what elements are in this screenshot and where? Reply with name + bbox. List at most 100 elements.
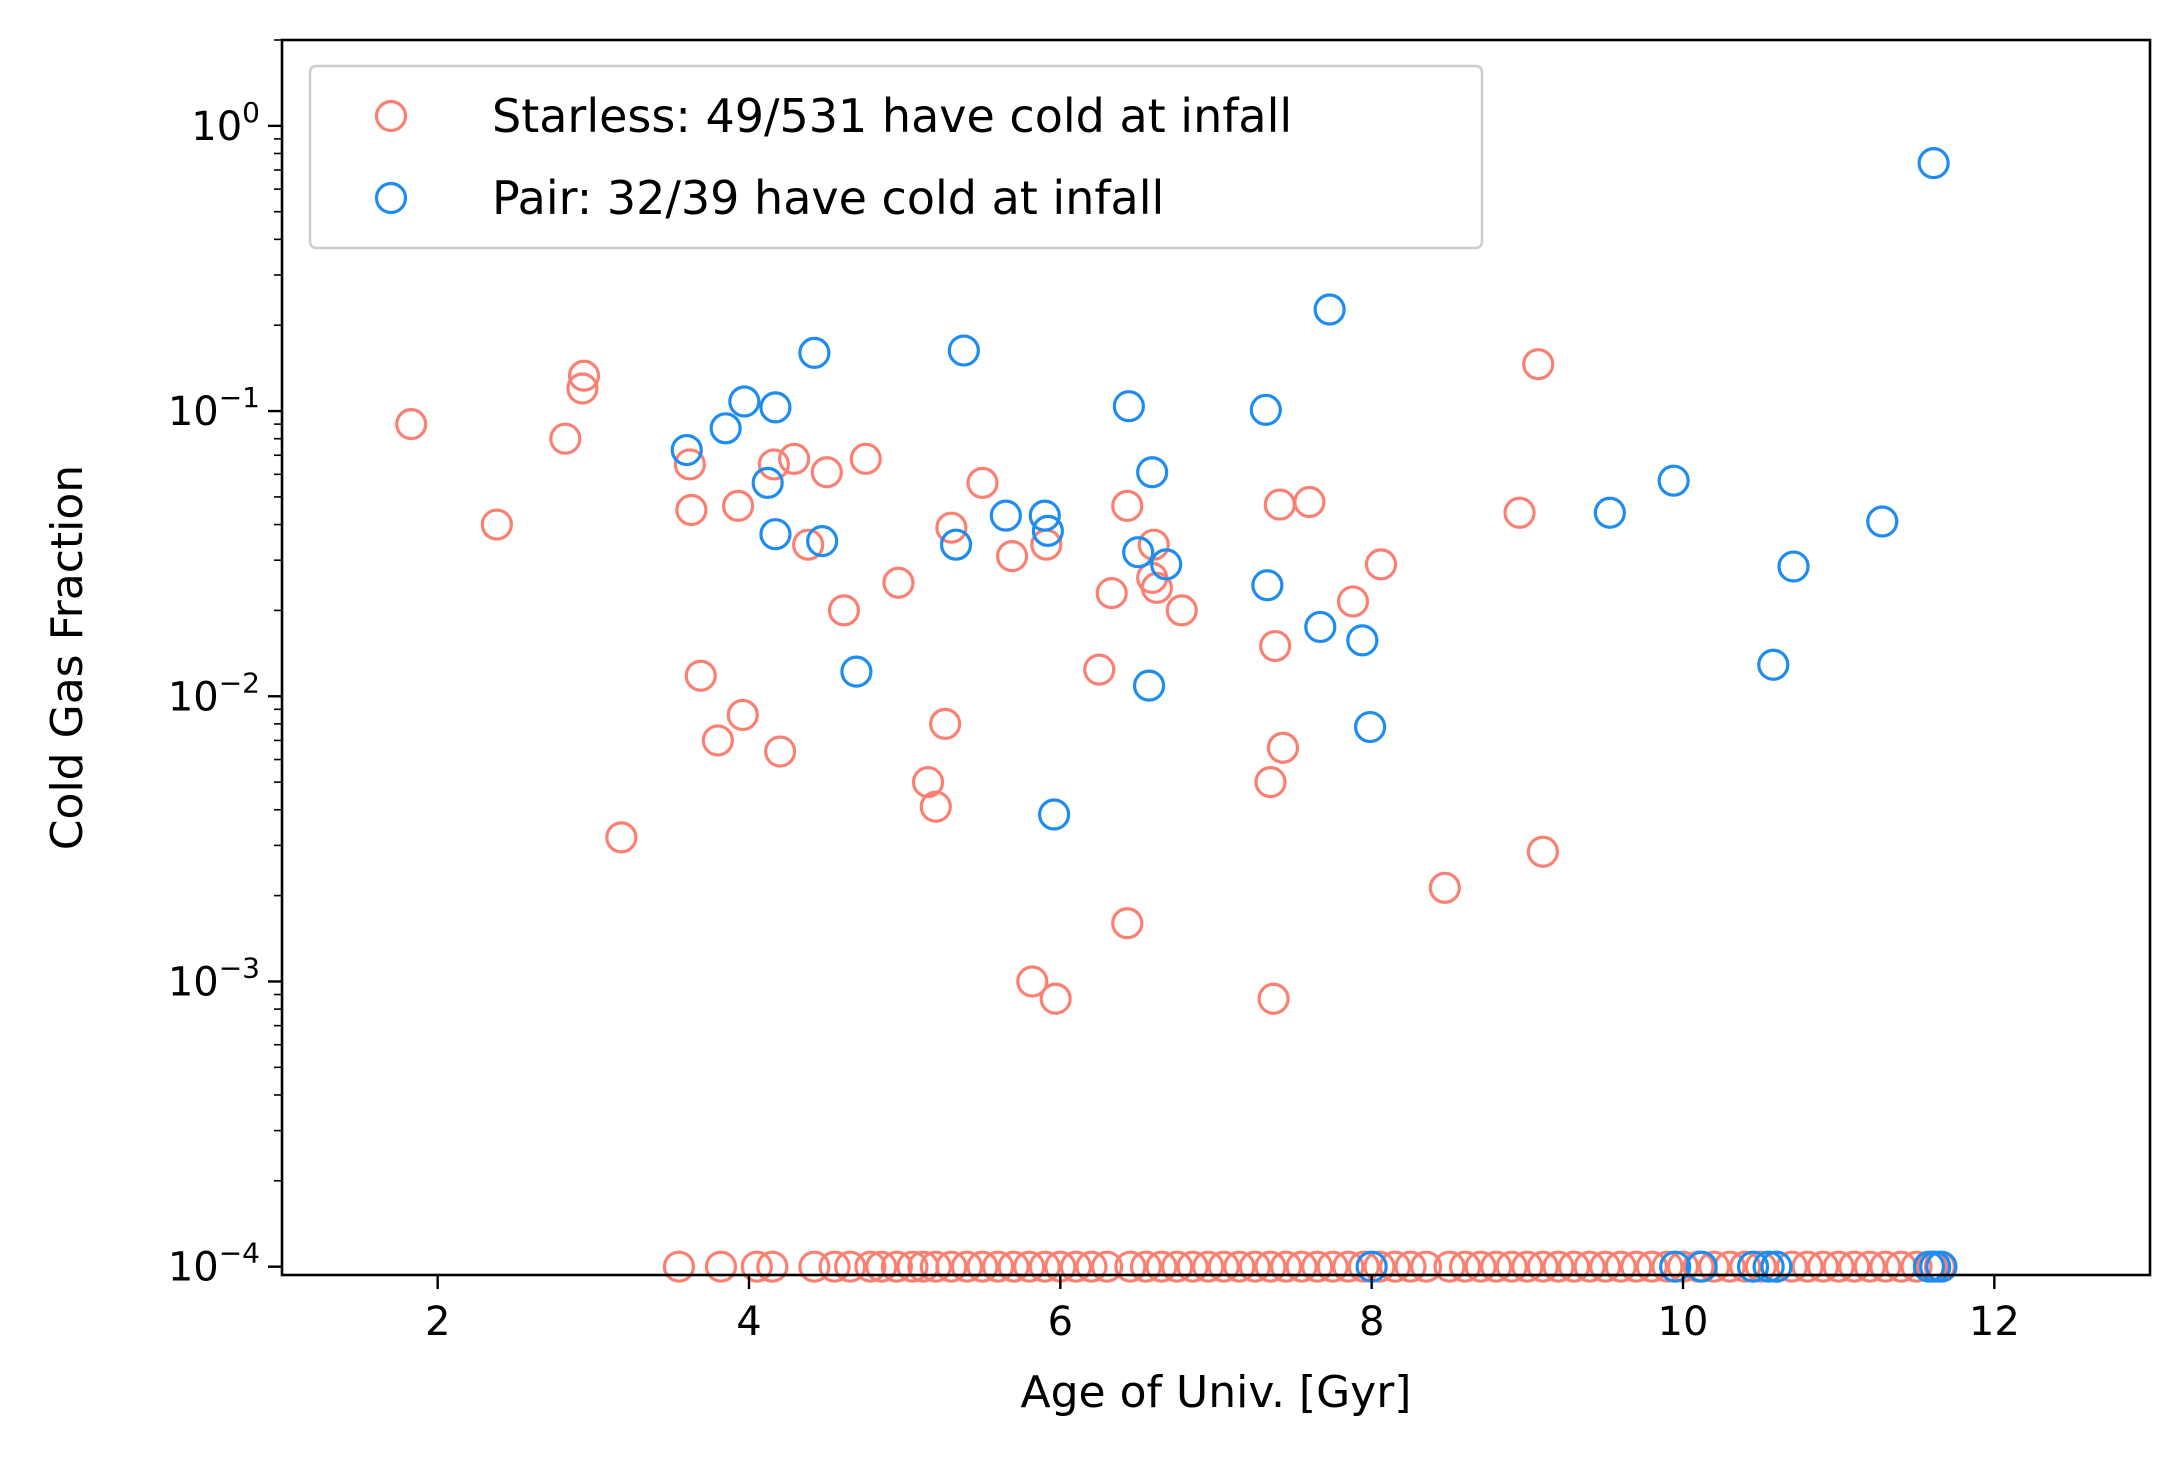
series-0-zero-point (798, 1250, 831, 1283)
series-0-zero-point (818, 1250, 851, 1283)
series-0-point (935, 511, 968, 544)
series-0-zero-point (1838, 1250, 1871, 1283)
series-0-point (1336, 585, 1370, 618)
series-0-zero-point (1604, 1250, 1637, 1283)
x-tick-label: 10 (1658, 1299, 1709, 1345)
series-0-zero-point (1791, 1250, 1824, 1283)
series-1-point (1249, 393, 1282, 426)
series-0-zero-point (1448, 1250, 1482, 1283)
series-1-point (1031, 514, 1064, 548)
series-1-point (939, 528, 973, 561)
series-0-point (792, 528, 825, 561)
series-0-point (1083, 653, 1116, 686)
series-0-zero-point (1589, 1250, 1622, 1283)
series-0-zero-point (1557, 1250, 1591, 1283)
series-0-zero-point (935, 1250, 968, 1283)
series-0-point (1165, 594, 1198, 627)
series-1-zero-point (1736, 1250, 1770, 1283)
series-1-point (1122, 536, 1155, 569)
series-1-point (989, 499, 1022, 532)
series-0-point (882, 566, 915, 599)
legend-marker (374, 181, 408, 215)
series-0-zero-point (880, 1250, 913, 1283)
series-0-zero-point (1238, 1250, 1272, 1283)
series-0-zero-point (1075, 1250, 1108, 1283)
series-0-zero-point (1464, 1250, 1497, 1283)
series-0-zero-point (662, 1250, 696, 1283)
series-0-zero-point (1176, 1250, 1209, 1283)
series-0-point (684, 659, 717, 692)
series-0-point (1522, 348, 1555, 381)
series-1-point (1028, 499, 1061, 532)
series-0-point (1526, 835, 1560, 868)
series-0-zero-point (1059, 1250, 1093, 1283)
series-0-zero-point (1651, 1250, 1684, 1283)
series-0-zero-point (1285, 1250, 1318, 1283)
series-1-point (1038, 798, 1071, 831)
series-0-zero-point (1301, 1250, 1334, 1283)
series-0-zero-point (966, 1250, 999, 1283)
y-tick-label: 10−4 (168, 1237, 260, 1291)
series-0-point (480, 508, 513, 541)
series-0-point (567, 359, 601, 392)
series-0-point (673, 448, 706, 481)
series-0-zero-point (1511, 1250, 1544, 1283)
series-1-point (1112, 390, 1145, 423)
legend-box (308, 64, 1484, 250)
series-0-zero-point (1394, 1250, 1427, 1283)
series-1-point (806, 524, 839, 558)
series-1-zero-point (1659, 1250, 1692, 1283)
series-0-point (722, 489, 755, 523)
series-0-zero-point (1869, 1250, 1902, 1283)
series-0-point (1039, 982, 1072, 1015)
series-1-point (1917, 147, 1950, 180)
series-1-point (1354, 710, 1387, 744)
series-1-point (670, 433, 703, 467)
series-1-point (1136, 456, 1169, 489)
series-0-zero-point (1526, 1250, 1560, 1283)
series-0-point (810, 456, 843, 489)
series-1-zero-point (1752, 1250, 1785, 1283)
series-0-zero-point (704, 1250, 738, 1283)
series-0-point (605, 821, 638, 854)
x-tick-label: 6 (1048, 1299, 1073, 1345)
series-1-point (1593, 496, 1626, 529)
series-0-point (827, 594, 861, 627)
series-1-point (1251, 569, 1284, 602)
series-0-zero-point (1378, 1250, 1412, 1283)
series-0-zero-point (1207, 1250, 1240, 1283)
series-0-zero-point (1635, 1250, 1668, 1283)
series-0-zero-point (756, 1250, 789, 1283)
series-0-zero-point (854, 1250, 887, 1283)
series-0-zero-point (1145, 1250, 1178, 1283)
series-0-zero-point (1160, 1250, 1194, 1283)
series-0-zero-point (740, 1250, 773, 1283)
zero-value-points (662, 1250, 1958, 1283)
series-1-point (728, 385, 761, 418)
series-0-point (1095, 576, 1128, 610)
series-0-point (1266, 731, 1300, 764)
x-axis-label: Age of Univ. [Gyr] (1021, 1367, 1412, 1418)
series-0-zero-point (1192, 1250, 1225, 1283)
series-0-point (1503, 496, 1536, 529)
series-0-zero-point (1347, 1250, 1380, 1283)
series-0-point (1016, 965, 1049, 998)
series-0-zero-point (1332, 1250, 1365, 1283)
series-0-zero-point (1254, 1250, 1287, 1283)
series-0-zero-point (1129, 1250, 1163, 1283)
series-0-zero-point (997, 1250, 1030, 1283)
series-0-zero-point (1573, 1250, 1606, 1283)
series-0-point (1364, 548, 1398, 581)
series-0-point (764, 735, 797, 768)
series-0-point (1111, 489, 1144, 523)
series-0-point (911, 766, 945, 799)
data-points (395, 147, 1950, 1015)
series-0-point (757, 448, 791, 481)
y-tick-label: 10−1 (168, 381, 260, 435)
series-0-zero-point (1495, 1250, 1528, 1283)
legend-marker (374, 99, 408, 133)
series-0-point (1263, 488, 1296, 521)
series-1-point (947, 334, 980, 367)
series-1-point (1346, 624, 1379, 657)
series-0-zero-point (950, 1250, 984, 1283)
